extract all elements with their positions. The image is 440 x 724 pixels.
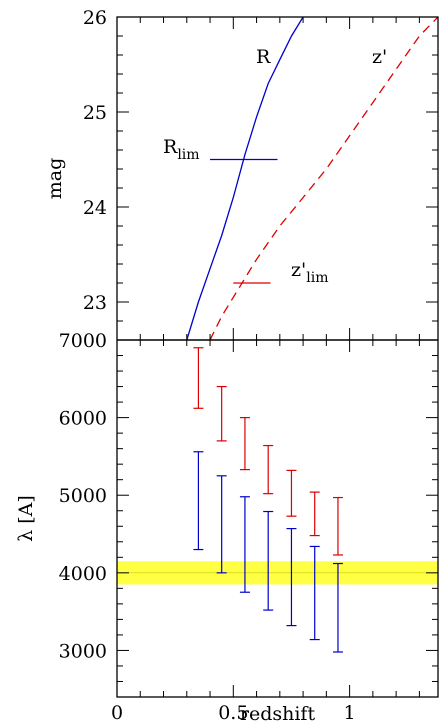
curves-group [186, 17, 438, 340]
y-axis-label-top: mag [44, 158, 66, 200]
mag-curve-r [186, 17, 304, 340]
y-tick-label-top: 24 [83, 197, 107, 219]
y-tick-label-bottom: 7000 [59, 330, 107, 352]
x-tick-label: 0.5 [218, 702, 248, 724]
z-lim-label: z'lim [291, 259, 328, 286]
z-lim-sub: lim [306, 270, 328, 286]
z-curve-label: z' [372, 46, 387, 68]
r-lim-main: R [163, 136, 178, 158]
y-tick-label-top: 26 [83, 7, 107, 29]
z-lim-main: z' [291, 259, 306, 281]
y-tick-label-bottom: 4000 [59, 563, 107, 585]
r-curve-label: R [256, 46, 271, 68]
x-tick-label: 0 [111, 702, 123, 724]
x-tick-label: 1 [344, 702, 356, 724]
y-tick-label-top: 23 [83, 292, 107, 314]
y-tick-label-bottom: 5000 [59, 485, 107, 507]
mag-curve-z [209, 17, 438, 340]
y-tick-label-top: 25 [83, 102, 107, 124]
x-axis-label: redshift [240, 703, 316, 724]
r-lim-label: Rlim [163, 136, 200, 163]
r-lim-sub: lim [177, 147, 199, 163]
y-axis-label-bottom: λ [A] [15, 495, 37, 542]
y-tick-label-bottom: 3000 [59, 640, 107, 662]
y-tick-label-bottom: 6000 [59, 408, 107, 430]
plot-frame [116, 16, 439, 698]
